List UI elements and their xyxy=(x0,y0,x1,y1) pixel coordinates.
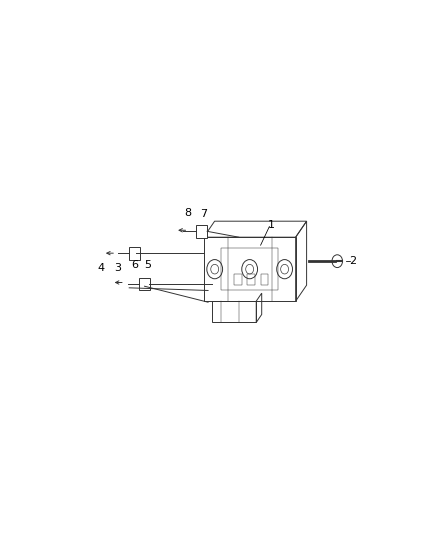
Text: 8: 8 xyxy=(184,208,191,218)
Text: 4: 4 xyxy=(98,263,105,273)
Text: 2: 2 xyxy=(349,256,356,266)
Text: 3: 3 xyxy=(114,263,121,273)
FancyBboxPatch shape xyxy=(196,225,207,238)
Text: 7: 7 xyxy=(201,209,208,219)
Text: 5: 5 xyxy=(144,261,151,270)
FancyBboxPatch shape xyxy=(139,278,150,290)
Text: 1: 1 xyxy=(268,220,275,230)
Text: 6: 6 xyxy=(131,261,138,270)
FancyBboxPatch shape xyxy=(129,247,140,260)
